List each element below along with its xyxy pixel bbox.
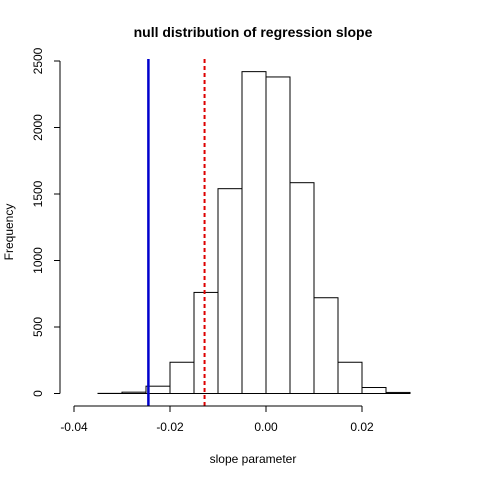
y-tick-label: 1500 — [31, 180, 45, 207]
x-tick-label: 0.00 — [254, 420, 278, 434]
x-axis-label: slope parameter — [210, 452, 297, 466]
histogram-bar — [217, 188, 243, 394]
y-tick-label: 500 — [31, 317, 45, 337]
x-tick-label: -0.02 — [156, 420, 184, 434]
histogram-bar — [313, 297, 339, 394]
histogram-bar — [385, 391, 411, 395]
y-axis: 0 500 1000 1500 2000 2500 — [31, 47, 61, 397]
x-tick-label: -0.04 — [60, 420, 88, 434]
y-tick-label: 2500 — [31, 47, 45, 74]
x-axis: -0.04 -0.02 0.00 0.02 — [60, 405, 374, 434]
histogram-bar — [361, 387, 387, 395]
x-tick-label: 0.02 — [350, 420, 374, 434]
histogram-bars — [97, 71, 411, 395]
histogram-bar — [169, 361, 195, 394]
histogram-bar — [241, 71, 267, 394]
histogram-bar — [337, 361, 363, 394]
histogram-bar — [121, 391, 147, 395]
histogram-bar — [265, 76, 291, 395]
reference-lines — [147, 59, 206, 406]
chart-title: null distribution of regression slope — [134, 24, 373, 40]
y-axis-label: Frequency — [2, 204, 16, 261]
y-tick-label: 0 — [31, 390, 45, 397]
y-tick-label: 1000 — [31, 247, 45, 274]
histogram-bar — [193, 291, 219, 395]
y-tick-label: 2000 — [31, 114, 45, 141]
histogram-bar — [289, 182, 315, 394]
